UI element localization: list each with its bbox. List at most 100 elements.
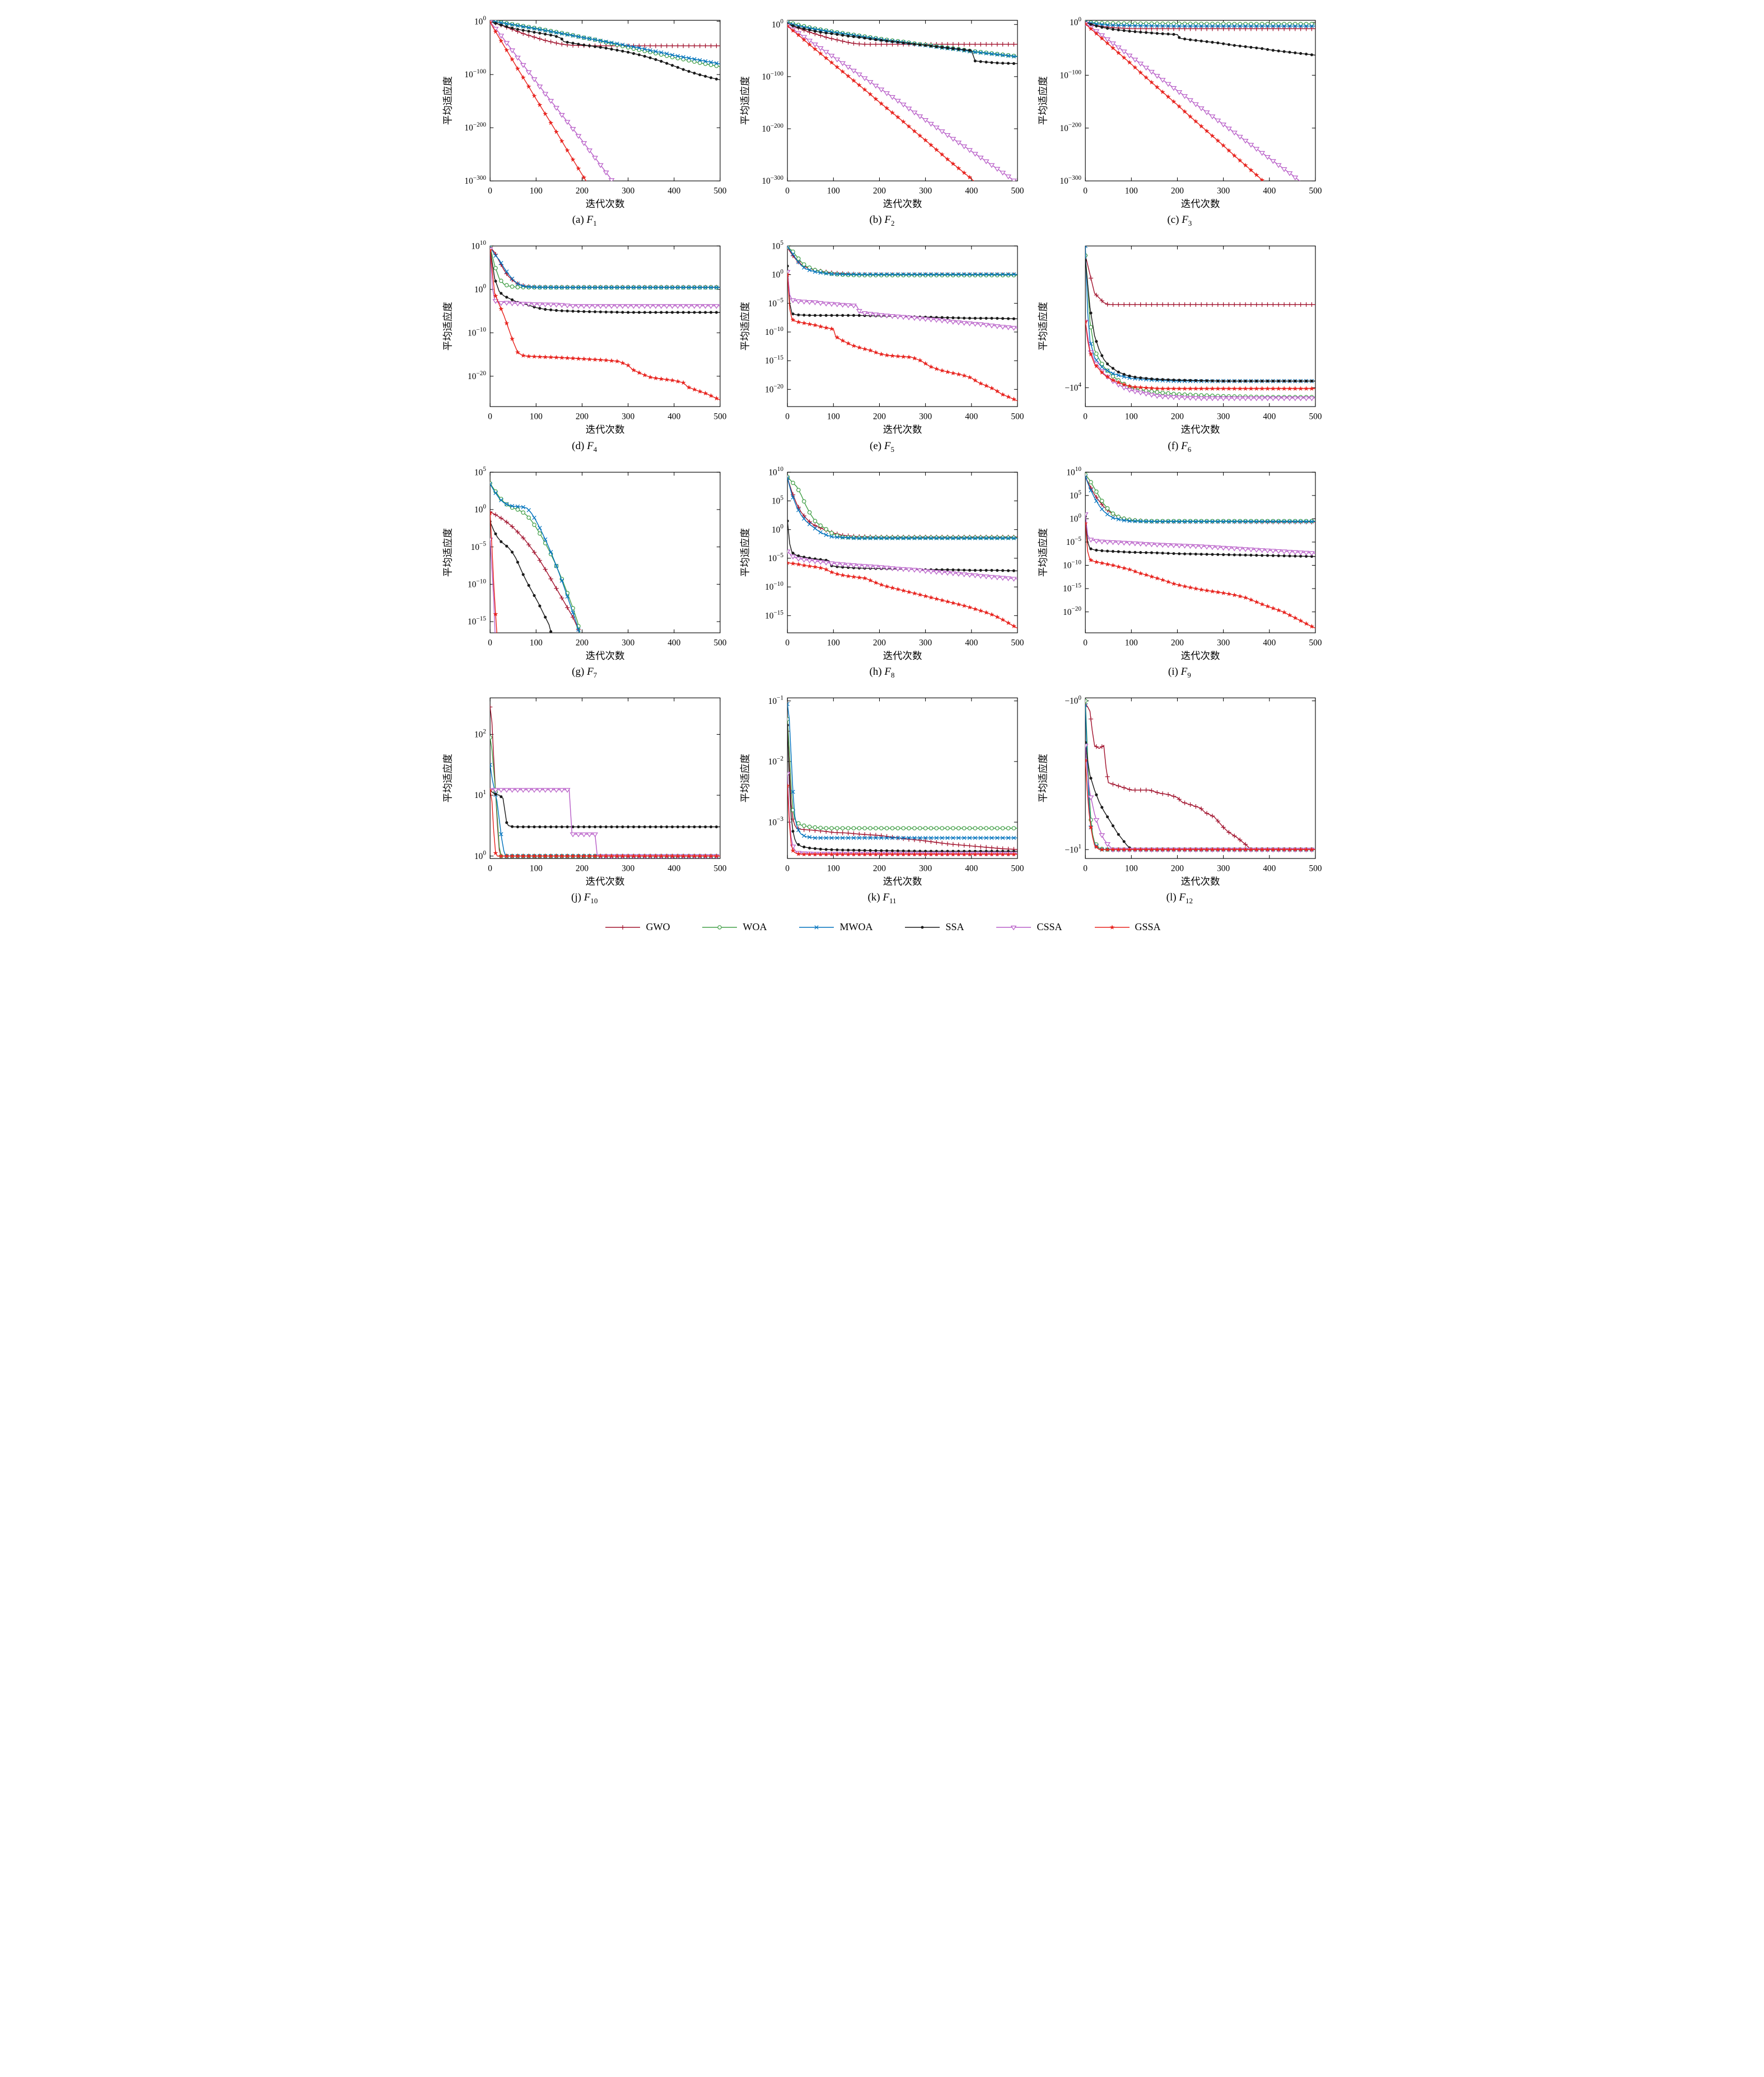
x-axis-label: 迭代次数 — [883, 876, 922, 887]
series-SSA — [490, 520, 553, 633]
x-axis-label: 迭代次数 — [883, 198, 922, 209]
svg-text:200: 200 — [576, 638, 589, 647]
svg-text:200: 200 — [576, 412, 589, 422]
svg-text:100: 100 — [474, 850, 486, 861]
svg-text:0: 0 — [488, 412, 492, 422]
svg-text:500: 500 — [1309, 186, 1322, 196]
svg-text:10−5: 10−5 — [768, 552, 784, 563]
series-GSSA — [787, 559, 1018, 629]
series-GWO — [1085, 253, 1315, 307]
series-GSSA — [490, 248, 720, 401]
figure-page: 100 10−100 10−200 10−300 0 100 200 300 400 500 迭代次… — [435, 0, 1329, 944]
x-axis-label: 迭代次数 — [883, 424, 922, 435]
series-GSSA — [787, 23, 974, 181]
series-CSSA — [787, 772, 1018, 857]
svg-text:100: 100 — [1124, 864, 1137, 873]
plot-f6: −104 0 100 200 300 400 500 迭代次数 平均适应度 — [1037, 245, 1322, 435]
series-GWO — [787, 21, 1018, 47]
svg-text:100: 100 — [530, 638, 543, 647]
svg-text:400: 400 — [965, 412, 978, 422]
x-axis-label: 迭代次数 — [1180, 876, 1220, 887]
series-CSSA — [490, 788, 720, 858]
svg-text:0: 0 — [1083, 638, 1088, 647]
plot-f4: 1010 100 10−10 10−20 0 100 200 300 400 500 迭代次数 平均适… — [442, 240, 726, 435]
x-axis-label: 迭代次数 — [1180, 650, 1220, 661]
axes: 10−1 10−2 10−3 0 100 200 300 400 500 迭代次数 平均适应度 — [740, 694, 1024, 887]
svg-text:300: 300 — [919, 638, 932, 647]
svg-text:10−3: 10−3 — [768, 816, 784, 827]
axes: 105 100 10−5 10−10 10−15 10−20 0 100 200 300 400 50… — [740, 240, 1024, 435]
subplot-g-f7: 105 100 10−5 10−10 10−15 0 100 200 300 400 500 迭代次数… — [440, 466, 729, 689]
svg-text:500: 500 — [1011, 412, 1024, 422]
plot-f5: 105 100 10−5 10−10 10−15 10−20 0 100 200 300 400 50… — [740, 240, 1024, 435]
legend-item-ssa: SSA — [903, 921, 964, 933]
caption-f1: (a) F1 — [572, 214, 597, 228]
series-SSA — [490, 788, 720, 828]
svg-text:500: 500 — [713, 638, 726, 647]
series-WOA — [490, 480, 581, 633]
svg-text:−101: −101 — [1065, 843, 1081, 855]
svg-text:100: 100 — [530, 186, 543, 196]
svg-text:100: 100 — [827, 638, 840, 647]
svg-text:10−10: 10−10 — [765, 581, 783, 592]
series-MWOA — [1085, 703, 1315, 852]
subplot-h-f8: 1010 105 100 10−5 10−10 10−15 0 100 200 300 400 500… — [737, 466, 1026, 689]
x-axis-label: 迭代次数 — [883, 650, 922, 661]
legend-swatch-gssa-icon — [1094, 925, 1130, 930]
svg-text:0: 0 — [786, 638, 790, 647]
subplot-a-f1: 100 10−100 10−200 10−300 0 100 200 300 400 500 迭代次… — [440, 15, 729, 237]
series-SSA — [787, 22, 1018, 65]
series-CSSA — [787, 549, 1018, 582]
series-CSSA — [787, 270, 1018, 331]
svg-text:200: 200 — [1171, 638, 1184, 647]
svg-text:100: 100 — [827, 864, 840, 873]
svg-text:10−100: 10−100 — [762, 71, 784, 82]
legend-swatch-mwoa-icon — [799, 925, 834, 930]
svg-text:0: 0 — [786, 186, 790, 196]
axes: 1010 105 100 10−5 10−10 10−15 0 100 200 300 400 500… — [740, 466, 1024, 661]
series-MWOA — [1085, 246, 1315, 384]
series-MWOA — [787, 475, 1018, 540]
plot-f8: 1010 105 100 10−5 10−10 10−15 0 100 200 300 400 500… — [740, 466, 1024, 661]
svg-text:300: 300 — [622, 186, 634, 196]
svg-text:500: 500 — [1011, 864, 1024, 873]
series-MWOA — [1085, 20, 1315, 29]
svg-text:10−15: 10−15 — [765, 609, 783, 620]
figure-grid: 100 10−100 10−200 10−300 0 100 200 300 400 500 迭代次… — [440, 15, 1324, 914]
svg-text:400: 400 — [1263, 186, 1276, 196]
svg-text:105: 105 — [474, 466, 486, 477]
svg-text:105: 105 — [772, 494, 783, 506]
series-SSA — [1085, 259, 1315, 383]
svg-text:500: 500 — [1011, 186, 1024, 196]
series-GWO — [490, 246, 720, 290]
svg-text:10−10: 10−10 — [468, 327, 486, 338]
x-axis-label: 迭代次数 — [586, 424, 625, 435]
svg-text:300: 300 — [919, 864, 932, 873]
svg-text:−104: −104 — [1065, 382, 1081, 393]
svg-text:200: 200 — [576, 864, 589, 873]
svg-text:500: 500 — [1309, 864, 1322, 873]
y-axis-label: 平均适应度 — [1037, 76, 1048, 125]
svg-text:10−200: 10−200 — [1060, 122, 1081, 133]
series-GWO — [787, 729, 1018, 852]
series-GSSA — [490, 787, 720, 858]
series-MWOA — [490, 482, 581, 633]
svg-text:400: 400 — [1263, 412, 1276, 422]
series-GSSA — [787, 783, 1018, 857]
y-axis-label: 平均适应度 — [740, 528, 751, 577]
svg-text:10−300: 10−300 — [1060, 175, 1081, 186]
svg-text:400: 400 — [668, 638, 680, 647]
svg-text:1010: 1010 — [769, 466, 784, 477]
caption-f10: (j) F10 — [571, 892, 598, 906]
svg-text:300: 300 — [1217, 864, 1230, 873]
svg-text:0: 0 — [1083, 412, 1088, 422]
svg-text:10−10: 10−10 — [468, 578, 486, 589]
svg-text:300: 300 — [622, 864, 634, 873]
caption-f7: (g) F7 — [572, 666, 598, 679]
series-GSSA — [1085, 757, 1315, 852]
svg-text:100: 100 — [1124, 638, 1137, 647]
series-MWOA — [787, 246, 1018, 277]
series-SSA — [490, 20, 720, 81]
